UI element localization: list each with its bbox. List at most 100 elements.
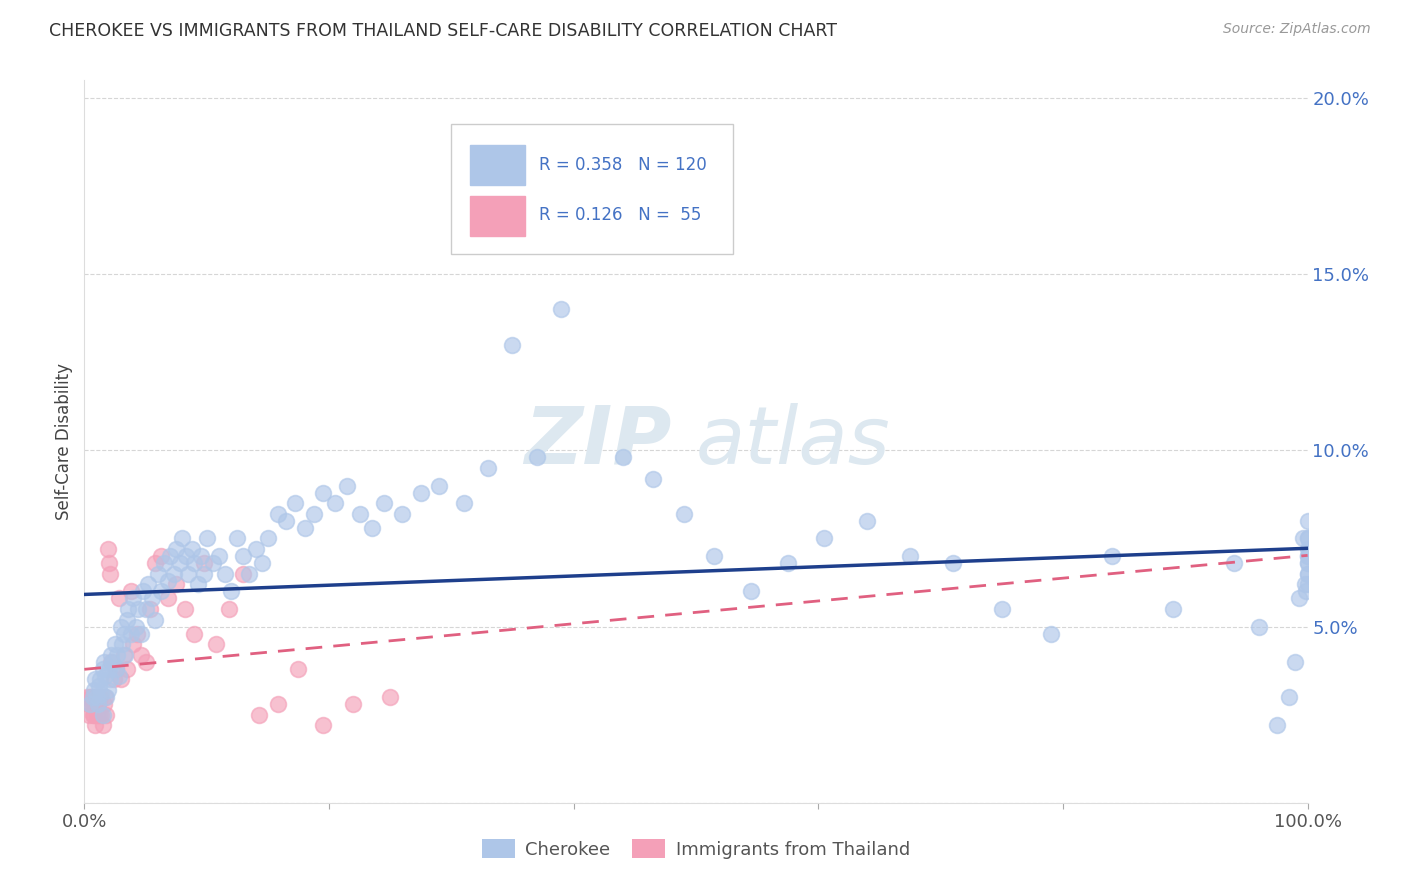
Point xyxy=(105,648,128,662)
Point xyxy=(97,556,120,570)
Point xyxy=(153,556,176,570)
Point xyxy=(477,461,499,475)
Point xyxy=(193,556,215,570)
Point xyxy=(141,591,163,606)
Point xyxy=(336,478,359,492)
Point xyxy=(991,602,1014,616)
Legend: Cherokee, Immigrants from Thailand: Cherokee, Immigrants from Thailand xyxy=(475,832,917,866)
Point xyxy=(172,532,194,546)
Point xyxy=(100,648,122,662)
Point xyxy=(409,485,432,500)
Point xyxy=(218,602,240,616)
Point xyxy=(150,549,173,563)
Point xyxy=(105,662,128,676)
Point xyxy=(312,718,335,732)
Point xyxy=(120,584,142,599)
Point xyxy=(1101,549,1123,563)
Point xyxy=(136,577,159,591)
Point xyxy=(776,556,799,570)
Point xyxy=(183,626,205,640)
Point xyxy=(91,662,114,676)
Point xyxy=(83,683,105,698)
Point xyxy=(132,584,155,599)
Point xyxy=(1265,718,1288,732)
Point xyxy=(1039,626,1062,640)
Point xyxy=(1296,566,1319,581)
Text: ZIP: ZIP xyxy=(524,402,672,481)
Point xyxy=(391,507,413,521)
Point xyxy=(90,707,112,722)
Point xyxy=(115,662,138,676)
Point xyxy=(135,602,157,616)
Point xyxy=(898,549,921,563)
Point xyxy=(643,471,665,485)
Point xyxy=(195,532,218,546)
Point xyxy=(190,549,212,563)
Point xyxy=(427,478,450,492)
Point xyxy=(187,577,209,591)
Point xyxy=(208,549,231,563)
Point xyxy=(526,450,548,465)
Point xyxy=(1296,556,1319,570)
Point xyxy=(125,619,148,633)
Point xyxy=(156,574,179,588)
Point xyxy=(87,707,110,722)
Point xyxy=(107,591,129,606)
Point xyxy=(323,496,346,510)
Point xyxy=(169,556,191,570)
Point xyxy=(129,648,152,662)
Point xyxy=(177,566,200,581)
Point xyxy=(77,707,100,722)
Point xyxy=(89,673,111,687)
Point xyxy=(380,690,402,704)
Point xyxy=(193,566,215,581)
Point xyxy=(165,577,187,591)
Text: atlas: atlas xyxy=(696,402,891,481)
Point xyxy=(98,566,121,581)
Point xyxy=(703,549,725,563)
Point xyxy=(96,690,118,704)
Point xyxy=(1296,542,1319,557)
Point xyxy=(284,496,307,510)
Point xyxy=(214,566,236,581)
Point xyxy=(342,697,364,711)
Point xyxy=(143,556,166,570)
Point xyxy=(103,673,125,687)
Point xyxy=(1296,549,1319,563)
Point xyxy=(114,648,136,662)
Point xyxy=(156,591,179,606)
Point xyxy=(135,655,157,669)
Point xyxy=(83,697,105,711)
Point xyxy=(287,662,309,676)
Point xyxy=(79,690,101,704)
Point xyxy=(76,690,98,704)
Point xyxy=(110,673,132,687)
Text: R = 0.358   N = 120: R = 0.358 N = 120 xyxy=(540,156,707,174)
Point xyxy=(77,697,100,711)
Point xyxy=(174,549,197,563)
Point xyxy=(104,637,127,651)
Point xyxy=(87,697,110,711)
Point xyxy=(1296,532,1319,546)
Point xyxy=(612,450,634,465)
Point xyxy=(1223,556,1246,570)
Point xyxy=(122,591,145,606)
Point xyxy=(82,690,104,704)
Point xyxy=(173,602,195,616)
Point xyxy=(257,532,280,546)
Point xyxy=(1296,549,1319,563)
Point xyxy=(550,302,572,317)
Point xyxy=(86,690,108,704)
Point xyxy=(349,507,371,521)
Point xyxy=(1161,602,1184,616)
Point xyxy=(1294,577,1316,591)
Point xyxy=(82,707,104,722)
Point xyxy=(672,507,695,521)
Point xyxy=(150,584,173,599)
Point xyxy=(91,718,114,732)
Point xyxy=(94,669,117,683)
Point xyxy=(146,566,169,581)
Point xyxy=(110,619,132,633)
Point xyxy=(107,669,129,683)
Point xyxy=(247,707,270,722)
